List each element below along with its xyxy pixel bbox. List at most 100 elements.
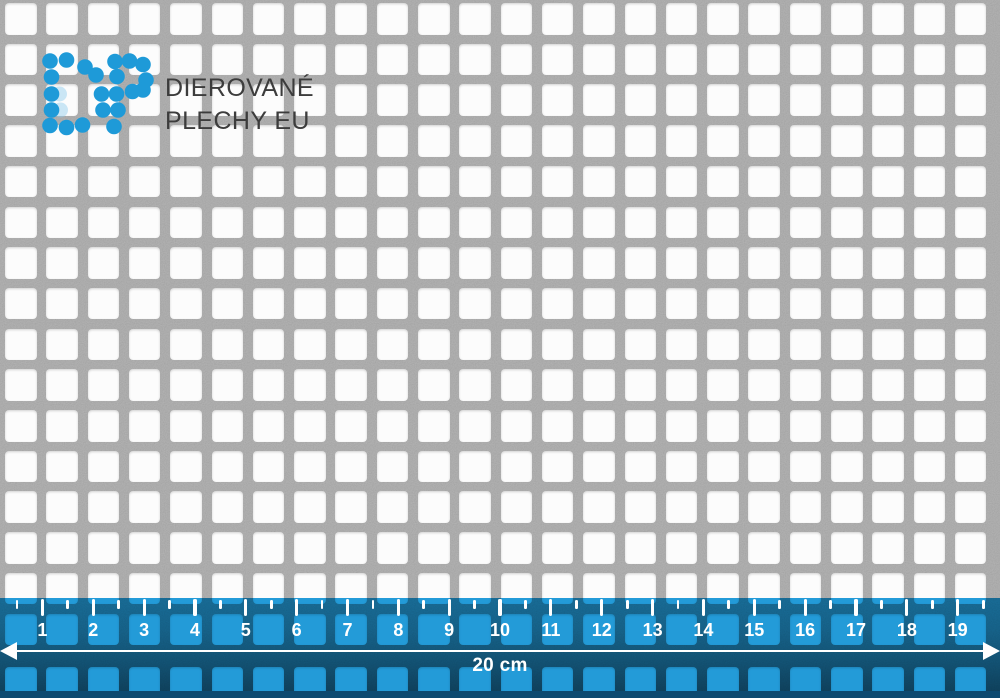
perforation-hole [583,165,615,198]
perforation-hole [789,369,822,401]
perforation-hole [170,410,202,442]
perforation-hole [128,165,161,198]
ruler-number: 12 [591,620,612,640]
perforation-hole [913,450,946,483]
perforation-hole [748,287,780,320]
ruler-number: 11 [541,620,561,640]
perforation-hole [583,491,615,523]
perforation-hole [583,206,615,238]
perforation-hole [665,450,698,483]
perforation-hole [541,84,574,116]
perforation-hole [583,3,615,35]
perforation-hole [665,125,698,157]
perforation-hole [252,369,285,401]
perforation-hole [170,165,202,198]
ruler-tick-major [345,599,350,616]
perforation-hole [748,410,780,442]
perforation-hole [500,491,533,523]
perforation-hole [46,450,78,483]
perforation-hole [252,328,285,361]
ruler-tick-minor [727,600,731,609]
perforation-hole [376,125,409,157]
perforation-hole [128,206,161,238]
perforation-hole [707,410,739,442]
perforation-hole [541,328,574,361]
ruler-number: 9 [444,620,455,640]
perforation-hole [831,369,863,401]
perforation-hole [831,491,863,523]
ruler-tick-minor [981,600,985,609]
perforation-hole [748,369,780,401]
perforation-hole [541,43,574,76]
perforation-hole [418,247,450,279]
perforation-hole [46,206,78,238]
perforation-hole [583,125,615,157]
perforation-hole [789,43,822,76]
perforation-hole [789,125,822,157]
perforation-hole [665,206,698,238]
perforation-hole [5,369,37,401]
ruler-number: 7 [342,620,353,640]
perforation-hole [418,369,450,401]
perforation-hole [128,287,161,320]
perforation-hole [624,369,656,401]
perforation-hole [376,3,409,35]
perforation-hole [46,3,78,35]
perforation-hole [913,43,946,76]
perforation-hole [789,287,822,320]
perforation-hole [831,328,863,361]
perforation-hole [583,410,615,442]
perforation-hole [418,287,450,320]
perforation-hole [665,247,698,279]
perforation-hole [5,328,37,361]
perforation-hole [170,328,202,361]
ruler-tick-minor [320,600,324,609]
perforation-hole [459,84,491,116]
perforation-hole [665,165,698,198]
perforation-hole [418,410,450,442]
perforation-hole [128,3,161,35]
perforation-hole [46,369,78,401]
perforation-hole [913,410,946,442]
ruler-tick-minor [625,600,629,609]
perforation-hole [624,491,656,523]
perforation-hole [831,247,863,279]
perforation-hole [459,43,491,76]
arrowhead-right-icon [983,642,1000,660]
perforation-hole [831,125,863,157]
perforation-hole [128,532,161,564]
perforation-hole [913,206,946,238]
perforation-hole [831,450,863,483]
ruler-number: 17 [845,620,867,640]
perforation-hole [87,206,120,238]
perforation-hole [87,165,120,198]
perforation-hole [376,450,409,483]
perforation-hole [583,532,615,564]
perforation-hole [707,206,739,238]
ruler-tick-major [91,599,95,616]
perforation-hole [541,247,574,279]
perforation-hole [913,532,946,564]
perforation-hole [665,287,698,320]
perforation-hole [541,369,574,401]
perforation-hole [831,206,863,238]
perforation-hole [459,3,491,35]
perforation-hole [624,165,656,198]
perforation-hole [87,287,120,320]
perforation-hole [541,125,574,157]
ruler-tick-major [244,599,248,616]
ruler-number: 4 [189,620,200,640]
perforation-hole [5,206,37,238]
perforation-hole [707,43,739,76]
perforation-hole [954,287,987,320]
perforation-hole [748,328,780,361]
perforation-hole [872,532,904,564]
perforation-hole [831,532,863,564]
perforation-hole [831,84,863,116]
perforation-hole [335,369,367,401]
perforation-hole [624,287,656,320]
perforation-hole [46,328,78,361]
perforation-hole [211,369,243,401]
perforation-hole [459,369,491,401]
perforation-hole [294,165,326,198]
